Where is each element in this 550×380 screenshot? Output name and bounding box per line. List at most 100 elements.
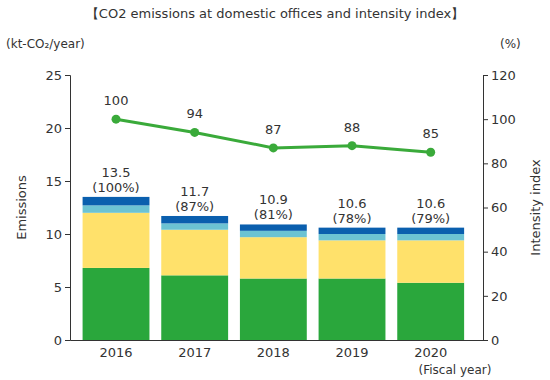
axis-line — [65, 76, 71, 341]
tick: 2020 — [414, 340, 447, 360]
tick-label: 60 — [491, 200, 508, 215]
y2-label: Intensity index — [528, 159, 543, 256]
percent-label: (79%) — [411, 211, 450, 226]
data-label: 100 — [104, 93, 129, 108]
marker — [269, 143, 278, 152]
bar — [240, 237, 307, 278]
bar — [240, 231, 307, 237]
tick: 2018 — [257, 340, 290, 360]
bar — [83, 268, 150, 340]
y2-unit: (%) — [500, 37, 521, 51]
axis-line — [71, 340, 484, 341]
tick-mark — [65, 75, 70, 76]
title: 【CO2 emissions at domestic offices and i… — [86, 6, 464, 21]
tick: 15 — [45, 174, 70, 189]
tick-label: 0 — [54, 333, 62, 348]
axis-line — [484, 76, 489, 341]
tick: 0 — [54, 333, 70, 348]
line — [116, 119, 431, 152]
bar — [240, 224, 307, 230]
tick-label: 15 — [45, 174, 62, 189]
bar — [397, 234, 464, 240]
tick-label: 120 — [491, 68, 516, 83]
tick: 2016 — [99, 340, 132, 360]
bar — [161, 275, 228, 340]
tick: 80 — [483, 156, 508, 171]
total-label: 11.7 — [180, 184, 209, 199]
bar — [319, 234, 386, 240]
total-label: 10.6 — [416, 196, 445, 211]
tick: 120 — [483, 68, 516, 83]
percent-label: (100%) — [92, 180, 139, 195]
tick-label: 5 — [54, 280, 62, 295]
x-axis: 2016 2017 2018 2019 2020 — [71, 340, 484, 360]
data-label: 88 — [344, 120, 361, 135]
tick-mark — [483, 296, 488, 297]
tick-mark — [483, 119, 488, 120]
plot-area — [83, 115, 465, 340]
tick-mark — [65, 287, 70, 288]
data-label: 87 — [265, 122, 282, 137]
tick-label: 25 — [45, 68, 62, 83]
tick: 10 — [45, 227, 70, 242]
tick-label: 2017 — [178, 345, 211, 360]
tick-mark — [65, 340, 70, 341]
tick-label: 0 — [491, 333, 499, 348]
y-axis: 0 5 10 15 20 25 — [45, 68, 70, 348]
tick-label: 2020 — [414, 345, 447, 360]
tick: 25 — [45, 68, 70, 83]
tick-mark — [65, 234, 70, 235]
marker — [426, 148, 435, 157]
bar — [319, 240, 386, 278]
tick-label: 10 — [45, 227, 62, 242]
bar — [83, 197, 150, 205]
marker — [112, 115, 121, 124]
tick: 20 — [45, 121, 70, 136]
tick-mark — [483, 163, 488, 164]
total-label: 13.5 — [102, 165, 131, 180]
tick: 100 — [483, 112, 516, 127]
data-label: 94 — [186, 106, 203, 121]
tick-mark — [65, 181, 70, 182]
bar — [397, 228, 464, 234]
percent-label: (78%) — [332, 211, 371, 226]
tick-label: 20 — [491, 288, 508, 303]
bar — [161, 223, 228, 229]
data-label: 85 — [422, 126, 439, 141]
bar — [83, 205, 150, 212]
x-label: (Fiscal year) — [419, 363, 492, 377]
tick-label: 20 — [45, 121, 62, 136]
tick: 60 — [483, 200, 508, 215]
bar — [319, 228, 386, 234]
bar — [83, 213, 150, 268]
tick-label: 2018 — [257, 345, 290, 360]
tick: 2019 — [335, 340, 368, 360]
total-label: 10.9 — [259, 192, 288, 207]
tick: 0 — [483, 333, 499, 348]
marker — [348, 141, 357, 150]
bar — [397, 240, 464, 282]
tick-mark — [483, 75, 488, 76]
tick-label: 2019 — [335, 345, 368, 360]
percent-label: (87%) — [175, 199, 214, 214]
tick: 5 — [54, 280, 70, 295]
bar — [319, 279, 386, 340]
tick-label: 2016 — [99, 345, 132, 360]
bar — [161, 230, 228, 276]
tick-mark — [65, 128, 70, 129]
tick: 20 — [483, 288, 508, 303]
tick-mark — [483, 208, 488, 209]
marker — [190, 128, 199, 137]
tick: 40 — [483, 244, 508, 259]
y-unit: (kt-CO₂/year) — [6, 37, 85, 51]
bar — [397, 283, 464, 340]
bar — [161, 216, 228, 223]
chart: 【CO2 emissions at domestic offices and i… — [0, 0, 550, 380]
tick-label: 100 — [491, 112, 516, 127]
tick-label: 40 — [491, 244, 508, 259]
y2-axis: 0 20 40 60 80 100 120 — [483, 68, 516, 348]
bar — [240, 279, 307, 340]
tick: 2017 — [178, 340, 211, 360]
tick-mark — [483, 340, 488, 341]
y-label: Emissions — [14, 175, 29, 240]
